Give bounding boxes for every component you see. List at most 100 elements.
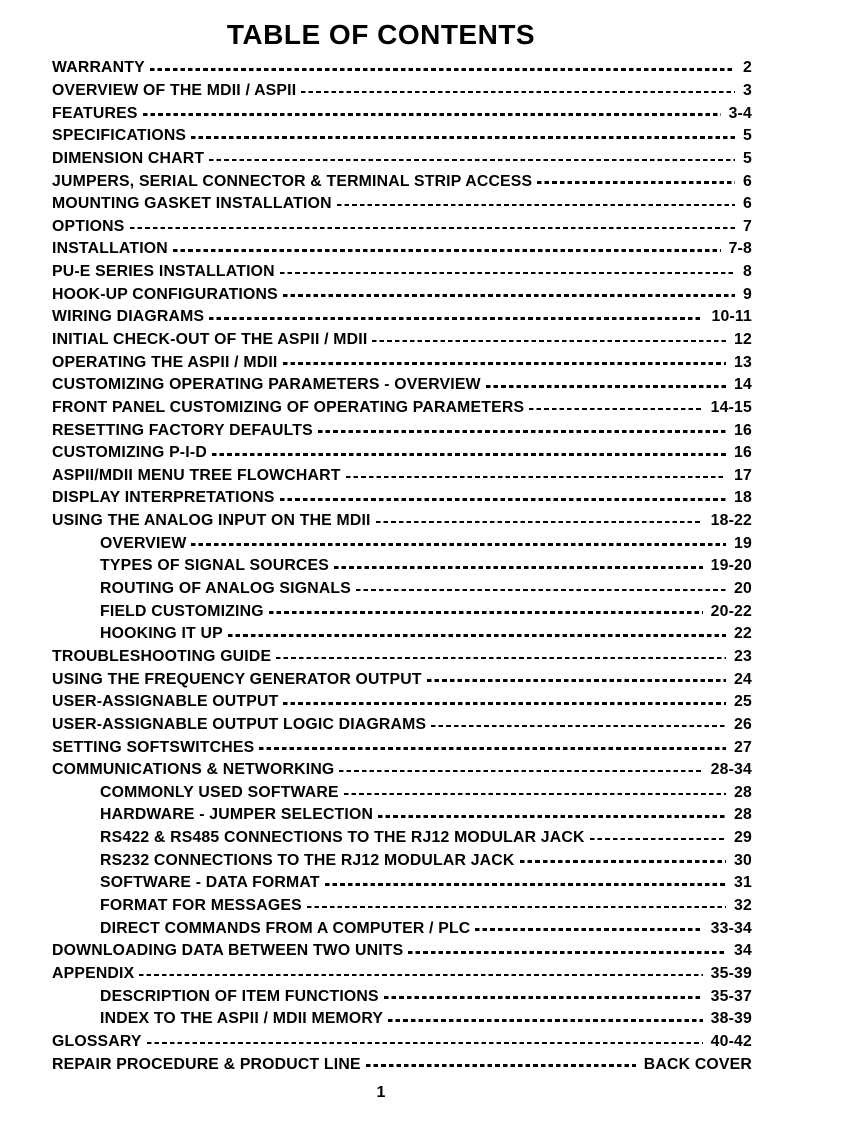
toc-leader-dashes bbox=[129, 226, 735, 230]
toc-entry: JUMPERS, SERIAL CONNECTOR & TERMINAL STR… bbox=[52, 170, 752, 193]
toc-leader-dashes bbox=[268, 611, 703, 614]
toc-entry-label: FEATURES bbox=[52, 104, 138, 122]
toc-entry-label: USING THE FREQUENCY GENERATOR OUTPUT bbox=[52, 670, 422, 688]
toc-leader-dashes bbox=[306, 905, 727, 909]
toc-leader-dashes bbox=[142, 113, 721, 116]
toc-entry-label: CUSTOMIZING OPERATING PARAMETERS - OVERV… bbox=[52, 376, 481, 394]
toc-entry-label: DOWNLOADING DATA BETWEEN TWO UNITS bbox=[52, 942, 404, 960]
toc-entry: FRONT PANEL CUSTOMIZING OF OPERATING PAR… bbox=[52, 397, 752, 420]
toc-leader-dashes bbox=[191, 135, 735, 139]
toc-entry-label: WARRANTY bbox=[52, 59, 145, 77]
toc-entry-page: 27 bbox=[734, 738, 752, 756]
toc-entry-label: SOFTWARE - DATA FORMAT bbox=[100, 874, 320, 892]
toc-entry-label: APPENDIX bbox=[52, 964, 135, 982]
toc-entry-page: 6 bbox=[743, 172, 752, 190]
toc-entry: WIRING DIAGRAMS 10-11 bbox=[52, 306, 752, 329]
toc-entry: OVERVIEW OF THE MDII / ASPII 3 bbox=[52, 80, 752, 103]
toc-entry-page: 6 bbox=[743, 195, 752, 213]
toc-entry-page: 18-22 bbox=[710, 512, 752, 530]
toc-entry-page: 17 bbox=[734, 466, 752, 484]
content-area: TABLE OF CONTENTS WARRANTY 2 OVERVIEW OF… bbox=[52, 0, 752, 1122]
toc-entry: USING THE FREQUENCY GENERATOR OUTPUT 24 bbox=[52, 668, 752, 691]
toc-entry-page: 16 bbox=[734, 444, 752, 462]
toc-entry-label: INITIAL CHECK-OUT OF THE ASPII / MDII bbox=[52, 331, 368, 348]
toc-leader-dashes bbox=[259, 747, 727, 750]
toc-leader-dashes bbox=[519, 860, 727, 864]
toc-entry-label: OPERATING THE ASPII / MDII bbox=[52, 353, 278, 371]
toc-entry-label: PU-E SERIES INSTALLATION bbox=[52, 263, 275, 281]
toc-entry: FIELD CUSTOMIZING 20-22 bbox=[52, 600, 752, 623]
toc-entry-page: 23 bbox=[734, 647, 752, 665]
toc-entry-label: TROUBLESHOOTING GUIDE bbox=[52, 647, 272, 665]
toc-leader-dashes bbox=[276, 656, 727, 660]
toc-entry: RESETTING FACTORY DEFAULTS 16 bbox=[52, 419, 752, 442]
toc-leader-dashes bbox=[324, 883, 727, 886]
toc-entry: SPECIFICATIONS 5 bbox=[52, 125, 752, 148]
toc-entry: COMMONLY USED SOFTWARE 28 bbox=[52, 782, 752, 805]
toc-entry: DIMENSION CHART 5 bbox=[52, 148, 752, 171]
toc-entry-label: JUMPERS, SERIAL CONNECTOR & TERMINAL STR… bbox=[52, 172, 533, 190]
toc-entry-label: SPECIFICATIONS bbox=[52, 127, 187, 145]
toc-entry-page: 3 bbox=[743, 81, 752, 99]
toc-leader-dashes bbox=[172, 249, 721, 252]
toc-entry-page: 7 bbox=[743, 217, 752, 235]
toc-entry-page: 22 bbox=[734, 625, 752, 643]
toc-entry-label: SETTING SOFTSWITCHES bbox=[52, 738, 255, 756]
toc-entry-page: 35-37 bbox=[710, 987, 752, 1005]
toc-entry-label: COMMUNICATIONS & NETWORKING bbox=[52, 761, 335, 779]
toc-entry-label: COMMONLY USED SOFTWARE bbox=[100, 783, 339, 801]
toc-entry-label: DIMENSION CHART bbox=[52, 149, 205, 167]
toc-entry: TYPES OF SIGNAL SOURCES 19-20 bbox=[52, 555, 752, 578]
toc-leader-dashes bbox=[146, 1041, 703, 1045]
toc-entry: DIRECT COMMANDS FROM A COMPUTER / PLC 33… bbox=[52, 917, 752, 940]
toc-entry-label: HOOKING IT UP bbox=[100, 625, 223, 643]
toc-entry: USING THE ANALOG INPUT ON THE MDII 18-22 bbox=[52, 510, 752, 533]
toc-entry-label: INDEX TO THE ASPII / MDII MEMORY bbox=[100, 1010, 384, 1028]
toc-entry-label: GLOSSARY bbox=[52, 1032, 142, 1050]
toc-leader-dashes bbox=[375, 520, 703, 524]
toc-entry-page: 28 bbox=[734, 806, 752, 824]
toc-leader-dashes bbox=[431, 724, 727, 728]
toc-entry-page: 24 bbox=[734, 670, 752, 688]
toc-entry-page: 9 bbox=[743, 285, 752, 303]
toc-entry-page: 38-39 bbox=[710, 1010, 752, 1028]
toc-entry-label: DISPLAY INTERPRETATIONS bbox=[52, 489, 275, 507]
toc-entry: OPTIONS 7 bbox=[52, 215, 752, 238]
toc-entry-label: CUSTOMIZING P-I-D bbox=[52, 444, 207, 462]
toc-entry-label: USER-ASSIGNABLE OUTPUT bbox=[52, 693, 279, 711]
toc-entry: DOWNLOADING DATA BETWEEN TWO UNITS 34 bbox=[52, 940, 752, 963]
toc-entry: SOFTWARE - DATA FORMAT 31 bbox=[52, 872, 752, 895]
toc-entry-page: 18 bbox=[734, 489, 752, 507]
toc-entry-page: 8 bbox=[743, 263, 752, 281]
toc-entry-page: BACK COVER bbox=[643, 1055, 752, 1073]
toc-leader-dashes bbox=[279, 498, 727, 501]
toc-entry: CUSTOMIZING P-I-D 16 bbox=[52, 442, 752, 465]
toc-entry: INDEX TO THE ASPII / MDII MEMORY 38-39 bbox=[52, 1008, 752, 1031]
toc-entry: RS422 & RS485 CONNECTIONS TO THE RJ12 MO… bbox=[52, 827, 752, 850]
toc-leader-dashes bbox=[529, 407, 703, 411]
toc-entry-label: RS422 & RS485 CONNECTIONS TO THE RJ12 MO… bbox=[100, 829, 585, 847]
toc-entry: ASPII/MDII MENU TREE FLOWCHART 17 bbox=[52, 465, 752, 488]
toc-entry: SETTING SOFTSWITCHES 27 bbox=[52, 736, 752, 759]
toc-entry-page: 31 bbox=[734, 874, 752, 892]
toc-entry-page: 40-42 bbox=[710, 1032, 752, 1050]
toc-leader-dashes bbox=[149, 68, 735, 71]
toc-entry-label: MOUNTING GASKET INSTALLATION bbox=[52, 195, 332, 213]
toc-leader-dashes bbox=[191, 543, 727, 547]
toc-entry: GLOSSARY 40-42 bbox=[52, 1031, 752, 1054]
toc-leader-dashes bbox=[279, 271, 735, 275]
toc-entry-page: 19 bbox=[734, 534, 752, 552]
toc-leader-dashes bbox=[209, 158, 735, 162]
toc-leader-dashes bbox=[343, 792, 727, 796]
toc-entry-page: 33-34 bbox=[710, 919, 752, 937]
toc-entry-label: USING THE ANALOG INPUT ON THE MDII bbox=[52, 512, 371, 530]
toc-entry-page: 20 bbox=[734, 580, 752, 598]
toc-entry: FEATURES 3-4 bbox=[52, 102, 752, 125]
toc-entry-label: RS232 CONNECTIONS TO THE RJ12 MODULAR JA… bbox=[100, 851, 515, 869]
toc-leader-dashes bbox=[388, 1018, 703, 1022]
toc-entry: RS232 CONNECTIONS TO THE RJ12 MODULAR JA… bbox=[52, 849, 752, 872]
toc-leader-dashes bbox=[408, 951, 727, 954]
toc-entry: COMMUNICATIONS & NETWORKING 28-34 bbox=[52, 759, 752, 782]
toc-entry: OVERVIEW 19 bbox=[52, 532, 752, 555]
toc-entry-label: DESCRIPTION OF ITEM FUNCTIONS bbox=[100, 987, 379, 1005]
